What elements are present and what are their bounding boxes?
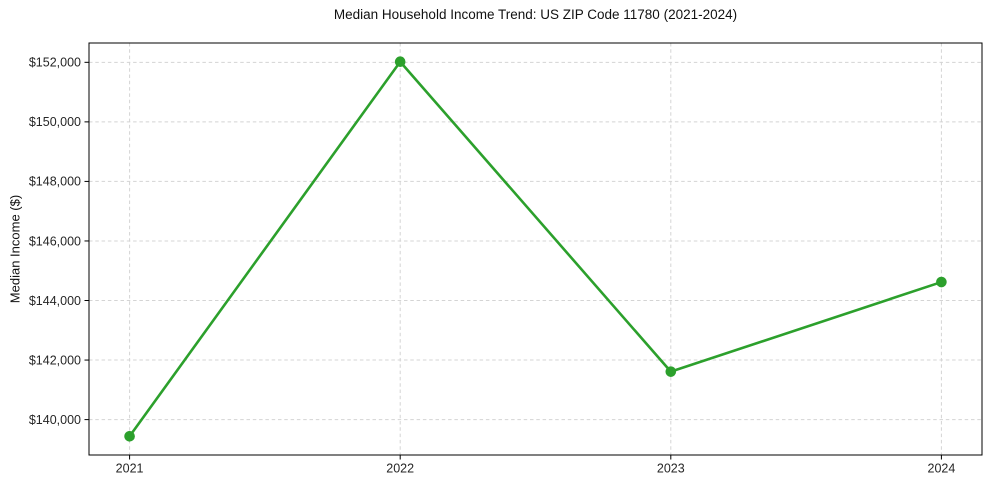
trend-line [128, 60, 943, 438]
y-tick-label: $142,000 [29, 353, 81, 367]
x-tick-label: 2024 [928, 462, 956, 476]
data-point-2021 [124, 430, 135, 442]
plot-border [88, 42, 983, 456]
y-tick-label: $140,000 [29, 413, 81, 427]
x-tick-label: 2022 [386, 462, 414, 476]
chart-title: Median Household Income Trend: US ZIP Co… [333, 7, 738, 22]
x-tick-label: 2023 [657, 462, 685, 476]
y-tick-label: $152,000 [29, 56, 81, 70]
y-tick-label: $148,000 [29, 175, 81, 189]
data-point-2024 [936, 276, 947, 288]
data-point-2023 [665, 366, 677, 377]
y-tick-label: $150,000 [29, 115, 81, 129]
x-tick-label: 2021 [116, 462, 144, 476]
data-point-2022 [394, 56, 406, 68]
y-tick-label: $144,000 [29, 294, 81, 308]
y-tick-label: $146,000 [29, 234, 81, 248]
